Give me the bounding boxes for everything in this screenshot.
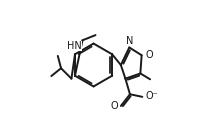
Text: O: O: [146, 50, 153, 60]
Text: N: N: [126, 36, 134, 46]
Text: O: O: [111, 101, 118, 111]
Text: HN: HN: [67, 41, 82, 51]
Text: O⁻: O⁻: [145, 91, 158, 101]
